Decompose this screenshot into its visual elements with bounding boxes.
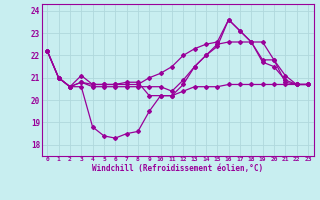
X-axis label: Windchill (Refroidissement éolien,°C): Windchill (Refroidissement éolien,°C) xyxy=(92,164,263,173)
